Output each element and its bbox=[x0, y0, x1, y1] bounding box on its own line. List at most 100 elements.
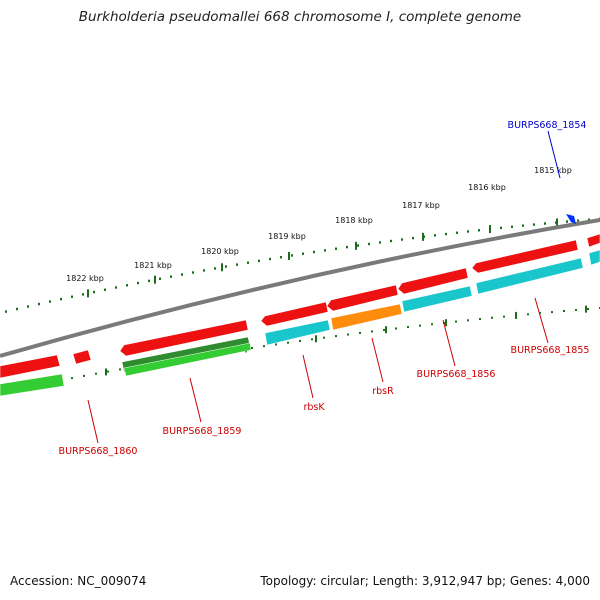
scale-dot bbox=[82, 293, 84, 296]
label-leader-line bbox=[302, 354, 314, 399]
gene-labels: BURPS668_1854 BURPS668_1855 BURPS668_1856r… bbox=[59, 120, 590, 457]
gene-reverse-rbsR[interactable] bbox=[330, 303, 403, 331]
label-leader-line bbox=[87, 399, 99, 444]
scale-major-tick bbox=[556, 218, 558, 227]
scale-dot bbox=[401, 238, 403, 241]
scale-label-1821-kbp: 1821 kbp bbox=[134, 261, 172, 270]
scale-dot bbox=[419, 324, 421, 327]
gene-forward[interactable] bbox=[586, 233, 600, 248]
scale-label-1819-kbp: 1819 kbp bbox=[268, 232, 306, 241]
scale-dot bbox=[544, 222, 546, 225]
gene-forward[interactable] bbox=[326, 284, 399, 312]
label-leader-line bbox=[442, 319, 456, 367]
gene-reverse[interactable] bbox=[475, 257, 584, 295]
topology-text: Topology: circular; Length: 3,912,947 bp… bbox=[260, 574, 590, 588]
scale-dot bbox=[359, 331, 361, 334]
gene-label-rbsR[interactable]: rbsR bbox=[372, 386, 394, 397]
scale-dot bbox=[251, 346, 253, 349]
label-leader-line bbox=[547, 130, 561, 179]
scale-major-tick bbox=[422, 232, 424, 241]
start-marker-arrow[interactable] bbox=[566, 214, 576, 224]
scale-dot bbox=[311, 338, 313, 341]
scale-major-tick bbox=[445, 319, 447, 327]
scale-dot bbox=[455, 320, 457, 323]
scale-dot bbox=[478, 229, 480, 232]
scale-dot bbox=[347, 333, 349, 336]
scale-label-1816-kbp: 1816 kbp bbox=[468, 183, 506, 192]
scale-dot bbox=[587, 307, 589, 310]
scale-dot bbox=[412, 236, 414, 240]
scale-dot bbox=[563, 310, 565, 313]
scale-dot bbox=[148, 279, 150, 283]
scale-label-1817-kbp: 1817 kbp bbox=[402, 201, 440, 210]
scale-dot bbox=[119, 368, 121, 371]
gene-reverse-rbsK[interactable] bbox=[264, 319, 331, 346]
scale-dot bbox=[434, 234, 436, 237]
scale-dot bbox=[577, 219, 579, 222]
gene-reverse[interactable] bbox=[401, 285, 473, 313]
scale-dot bbox=[551, 311, 553, 314]
scale-dot bbox=[368, 242, 370, 246]
gene-reverse[interactable] bbox=[588, 249, 600, 266]
gene-label-BURPS668_1859[interactable]: BURPS668_1859 bbox=[163, 426, 242, 437]
scale-major-tick bbox=[221, 263, 223, 272]
gene-label-BURPS668_1856[interactable]: BURPS668_1856 bbox=[417, 369, 496, 380]
scale-dot bbox=[467, 319, 469, 322]
gene-forward[interactable] bbox=[260, 301, 329, 327]
gene-forward[interactable] bbox=[471, 239, 579, 274]
scale-dot bbox=[214, 267, 216, 270]
scale-dot bbox=[71, 295, 73, 298]
scale-dot bbox=[60, 297, 62, 301]
scale-dot bbox=[38, 302, 40, 306]
scale-dot bbox=[137, 281, 139, 285]
scale-dot bbox=[383, 328, 385, 331]
scale-major-tick bbox=[385, 326, 387, 334]
scale-dot bbox=[313, 250, 315, 254]
gene-reverse-1860[interactable] bbox=[0, 373, 65, 397]
gene-forward[interactable] bbox=[0, 354, 61, 379]
scale-dot bbox=[247, 261, 249, 264]
scale-dot bbox=[575, 308, 577, 311]
gene-forward[interactable] bbox=[397, 267, 469, 295]
scale-dot bbox=[456, 231, 458, 234]
gene-label-rbsK[interactable]: rbsK bbox=[303, 402, 325, 413]
gene-label-BURPS668_1860[interactable]: BURPS668_1860 bbox=[59, 446, 138, 457]
gene-forward[interactable] bbox=[119, 319, 249, 357]
scale-dot bbox=[71, 377, 73, 380]
scale-label-1815-kbp: 1815 kbp bbox=[534, 166, 572, 175]
accession-text: Accession: NC_009074 bbox=[10, 574, 147, 588]
gene-reverse-1859[interactable] bbox=[123, 342, 252, 377]
scale-major-tick bbox=[105, 368, 107, 376]
scale-dot bbox=[323, 336, 325, 339]
scale-dot bbox=[287, 341, 289, 344]
scale-dot bbox=[93, 290, 95, 294]
scale-dot bbox=[539, 312, 541, 315]
scale-dot bbox=[27, 305, 29, 308]
scale-major-tick bbox=[154, 275, 156, 284]
scale-dot bbox=[236, 263, 238, 266]
scale-dot bbox=[335, 247, 337, 250]
scale-major-tick bbox=[315, 335, 317, 343]
scale-dot bbox=[275, 343, 277, 346]
gene-forward[interactable] bbox=[72, 349, 92, 365]
scale-dot bbox=[5, 310, 7, 313]
scale-dot bbox=[395, 327, 397, 330]
backbone bbox=[0, 218, 600, 358]
scale-dot bbox=[407, 326, 409, 329]
scale-dot bbox=[95, 372, 97, 375]
genes bbox=[0, 233, 600, 397]
scale-label-1818-kbp: 1818 kbp bbox=[335, 216, 373, 225]
gene-label-BURPS668_1854[interactable]: BURPS668_1854 bbox=[508, 120, 587, 131]
gene-label-BURPS668_1855[interactable]: BURPS668_1855 bbox=[511, 345, 590, 356]
scale-dot bbox=[159, 277, 161, 280]
scale-major-tick bbox=[87, 289, 89, 298]
scale-dot bbox=[390, 239, 392, 243]
scale-dot bbox=[302, 252, 304, 255]
scale-dot bbox=[83, 374, 85, 377]
scale-dot bbox=[335, 335, 337, 338]
scale-dot bbox=[500, 226, 502, 230]
scale-dot bbox=[431, 323, 433, 326]
scale-dot bbox=[566, 220, 568, 223]
label-leader-line bbox=[371, 337, 384, 383]
scale-dot bbox=[503, 315, 505, 318]
